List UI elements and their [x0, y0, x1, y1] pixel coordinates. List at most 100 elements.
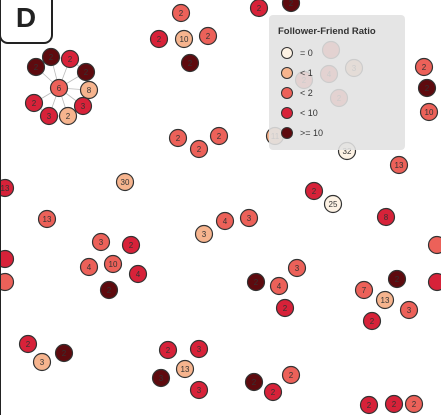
node-circle — [414, 57, 434, 77]
network-node: 3 — [73, 96, 93, 116]
node-circle — [194, 224, 214, 244]
node-label: 2 — [49, 53, 54, 62]
node-label: 2 — [312, 187, 317, 196]
network-node: 25 — [323, 194, 343, 214]
node-label: 2 — [179, 9, 184, 18]
node-circle — [18, 334, 38, 354]
network-node: 30 — [115, 172, 135, 192]
network-node: 2 — [359, 395, 379, 415]
node-label: 13 — [1, 184, 10, 193]
node-label: 2 — [392, 400, 397, 409]
node-circle — [209, 126, 229, 146]
node-circle — [281, 365, 301, 385]
node-label: 3 — [202, 230, 207, 239]
node-circle — [174, 29, 194, 49]
node-circle — [32, 352, 52, 372]
node-circle — [91, 232, 111, 252]
node-label: 13 — [381, 296, 390, 305]
legend-swatch — [281, 47, 293, 59]
network-node: 3 — [151, 368, 171, 388]
network-node: 2 — [158, 340, 178, 360]
network-node: 3 — [239, 208, 259, 228]
network-node: 2 — [41, 47, 61, 67]
node-label: 4 — [87, 263, 92, 272]
network-node: 2 — [54, 343, 74, 363]
node-label: 3 — [197, 386, 202, 395]
network-node: 2 — [304, 181, 324, 201]
node-label: 13 — [181, 365, 190, 374]
node-label: 2 — [188, 59, 193, 68]
network-node: 3 — [91, 232, 111, 252]
node-label: 2 — [289, 0, 294, 8]
node-circle — [189, 139, 209, 159]
node-label: 2 — [62, 349, 67, 358]
network-node: 4 — [128, 264, 148, 284]
node-label: 3 — [81, 102, 86, 111]
network-node: 2 — [281, 0, 301, 13]
legend-label: < 10 — [300, 108, 318, 118]
node-label: 10 — [109, 260, 118, 269]
node-circle — [1, 249, 15, 269]
network-node: 4 — [79, 257, 99, 277]
node-label: 8 — [384, 213, 389, 222]
network-node: 4 — [269, 276, 289, 296]
network-node: 2 — [417, 78, 437, 98]
node-label: 2 — [283, 304, 288, 313]
network-node: 2 — [275, 298, 295, 318]
network-node: 8 — [376, 207, 396, 227]
node-label: 2 — [84, 68, 89, 77]
node-label: 2 — [425, 84, 430, 93]
node-circle — [158, 340, 178, 360]
legend-swatch — [281, 127, 293, 139]
node-circle — [54, 343, 74, 363]
node-circle — [115, 172, 135, 192]
panel-label: D — [1, 0, 53, 44]
node-label: 25 — [329, 200, 338, 209]
legend-item: = 0 — [281, 45, 313, 61]
node-circle — [39, 106, 59, 126]
node-label: 3 — [40, 358, 45, 367]
network-node: 2 — [362, 311, 382, 331]
node-label: 4 — [136, 270, 141, 279]
node-circle — [249, 0, 269, 18]
network-node: 2 — [24, 93, 44, 113]
node-circle — [189, 339, 209, 359]
network-node: 2 — [171, 3, 191, 23]
network-node: 2 — [18, 334, 38, 354]
network-node: 3 — [194, 224, 214, 244]
node-label: 2 — [206, 32, 211, 41]
legend-item: < 1 — [281, 65, 313, 81]
node-circle — [354, 280, 374, 300]
network-node: 3 — [189, 380, 209, 400]
network-node: 2 — [26, 57, 46, 77]
network-node: 7 — [354, 280, 374, 300]
node-label: 10 — [180, 35, 189, 44]
network-node: 3 — [39, 106, 59, 126]
network-node: 2 — [76, 62, 96, 82]
node-label: 2 — [257, 4, 262, 13]
network-node — [427, 272, 441, 292]
node-circle — [244, 372, 264, 392]
node-label: 3 — [247, 214, 252, 223]
node-label: 2 — [217, 132, 222, 141]
node-circle — [215, 211, 235, 231]
network-node: 2 — [198, 26, 218, 46]
node-label: 3 — [99, 238, 104, 247]
node-label: 2 — [254, 278, 259, 287]
node-circle — [175, 359, 195, 379]
node-circle — [417, 78, 437, 98]
panel-letter: D — [15, 2, 37, 33]
node-circle — [41, 47, 61, 67]
network-node: 2 — [244, 372, 264, 392]
node-label: 4 — [223, 217, 228, 226]
node-circle — [128, 264, 148, 284]
node-circle — [359, 395, 379, 415]
network-node: 10 — [174, 29, 194, 49]
legend-label: < 1 — [300, 68, 313, 78]
network-node: 4 — [215, 211, 235, 231]
legend: Follower-Friend Ratio = 0 < 1 < 2 < 10 >… — [269, 15, 405, 150]
node-label: 2 — [26, 340, 31, 349]
legend-item: < 10 — [281, 105, 318, 121]
network-node: 3 — [189, 339, 209, 359]
network-node — [1, 272, 15, 292]
